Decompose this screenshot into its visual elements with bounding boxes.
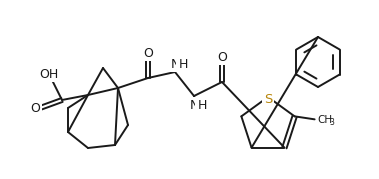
Text: H: H bbox=[197, 98, 207, 112]
Text: O: O bbox=[217, 50, 227, 64]
Text: O: O bbox=[30, 101, 40, 115]
Text: O: O bbox=[143, 47, 153, 59]
Text: OH: OH bbox=[39, 67, 59, 81]
Text: 3: 3 bbox=[330, 118, 335, 127]
Text: S: S bbox=[264, 93, 272, 105]
Text: H: H bbox=[178, 57, 188, 71]
Text: N: N bbox=[190, 98, 199, 112]
Text: CH: CH bbox=[318, 115, 333, 125]
Text: N: N bbox=[170, 57, 180, 71]
